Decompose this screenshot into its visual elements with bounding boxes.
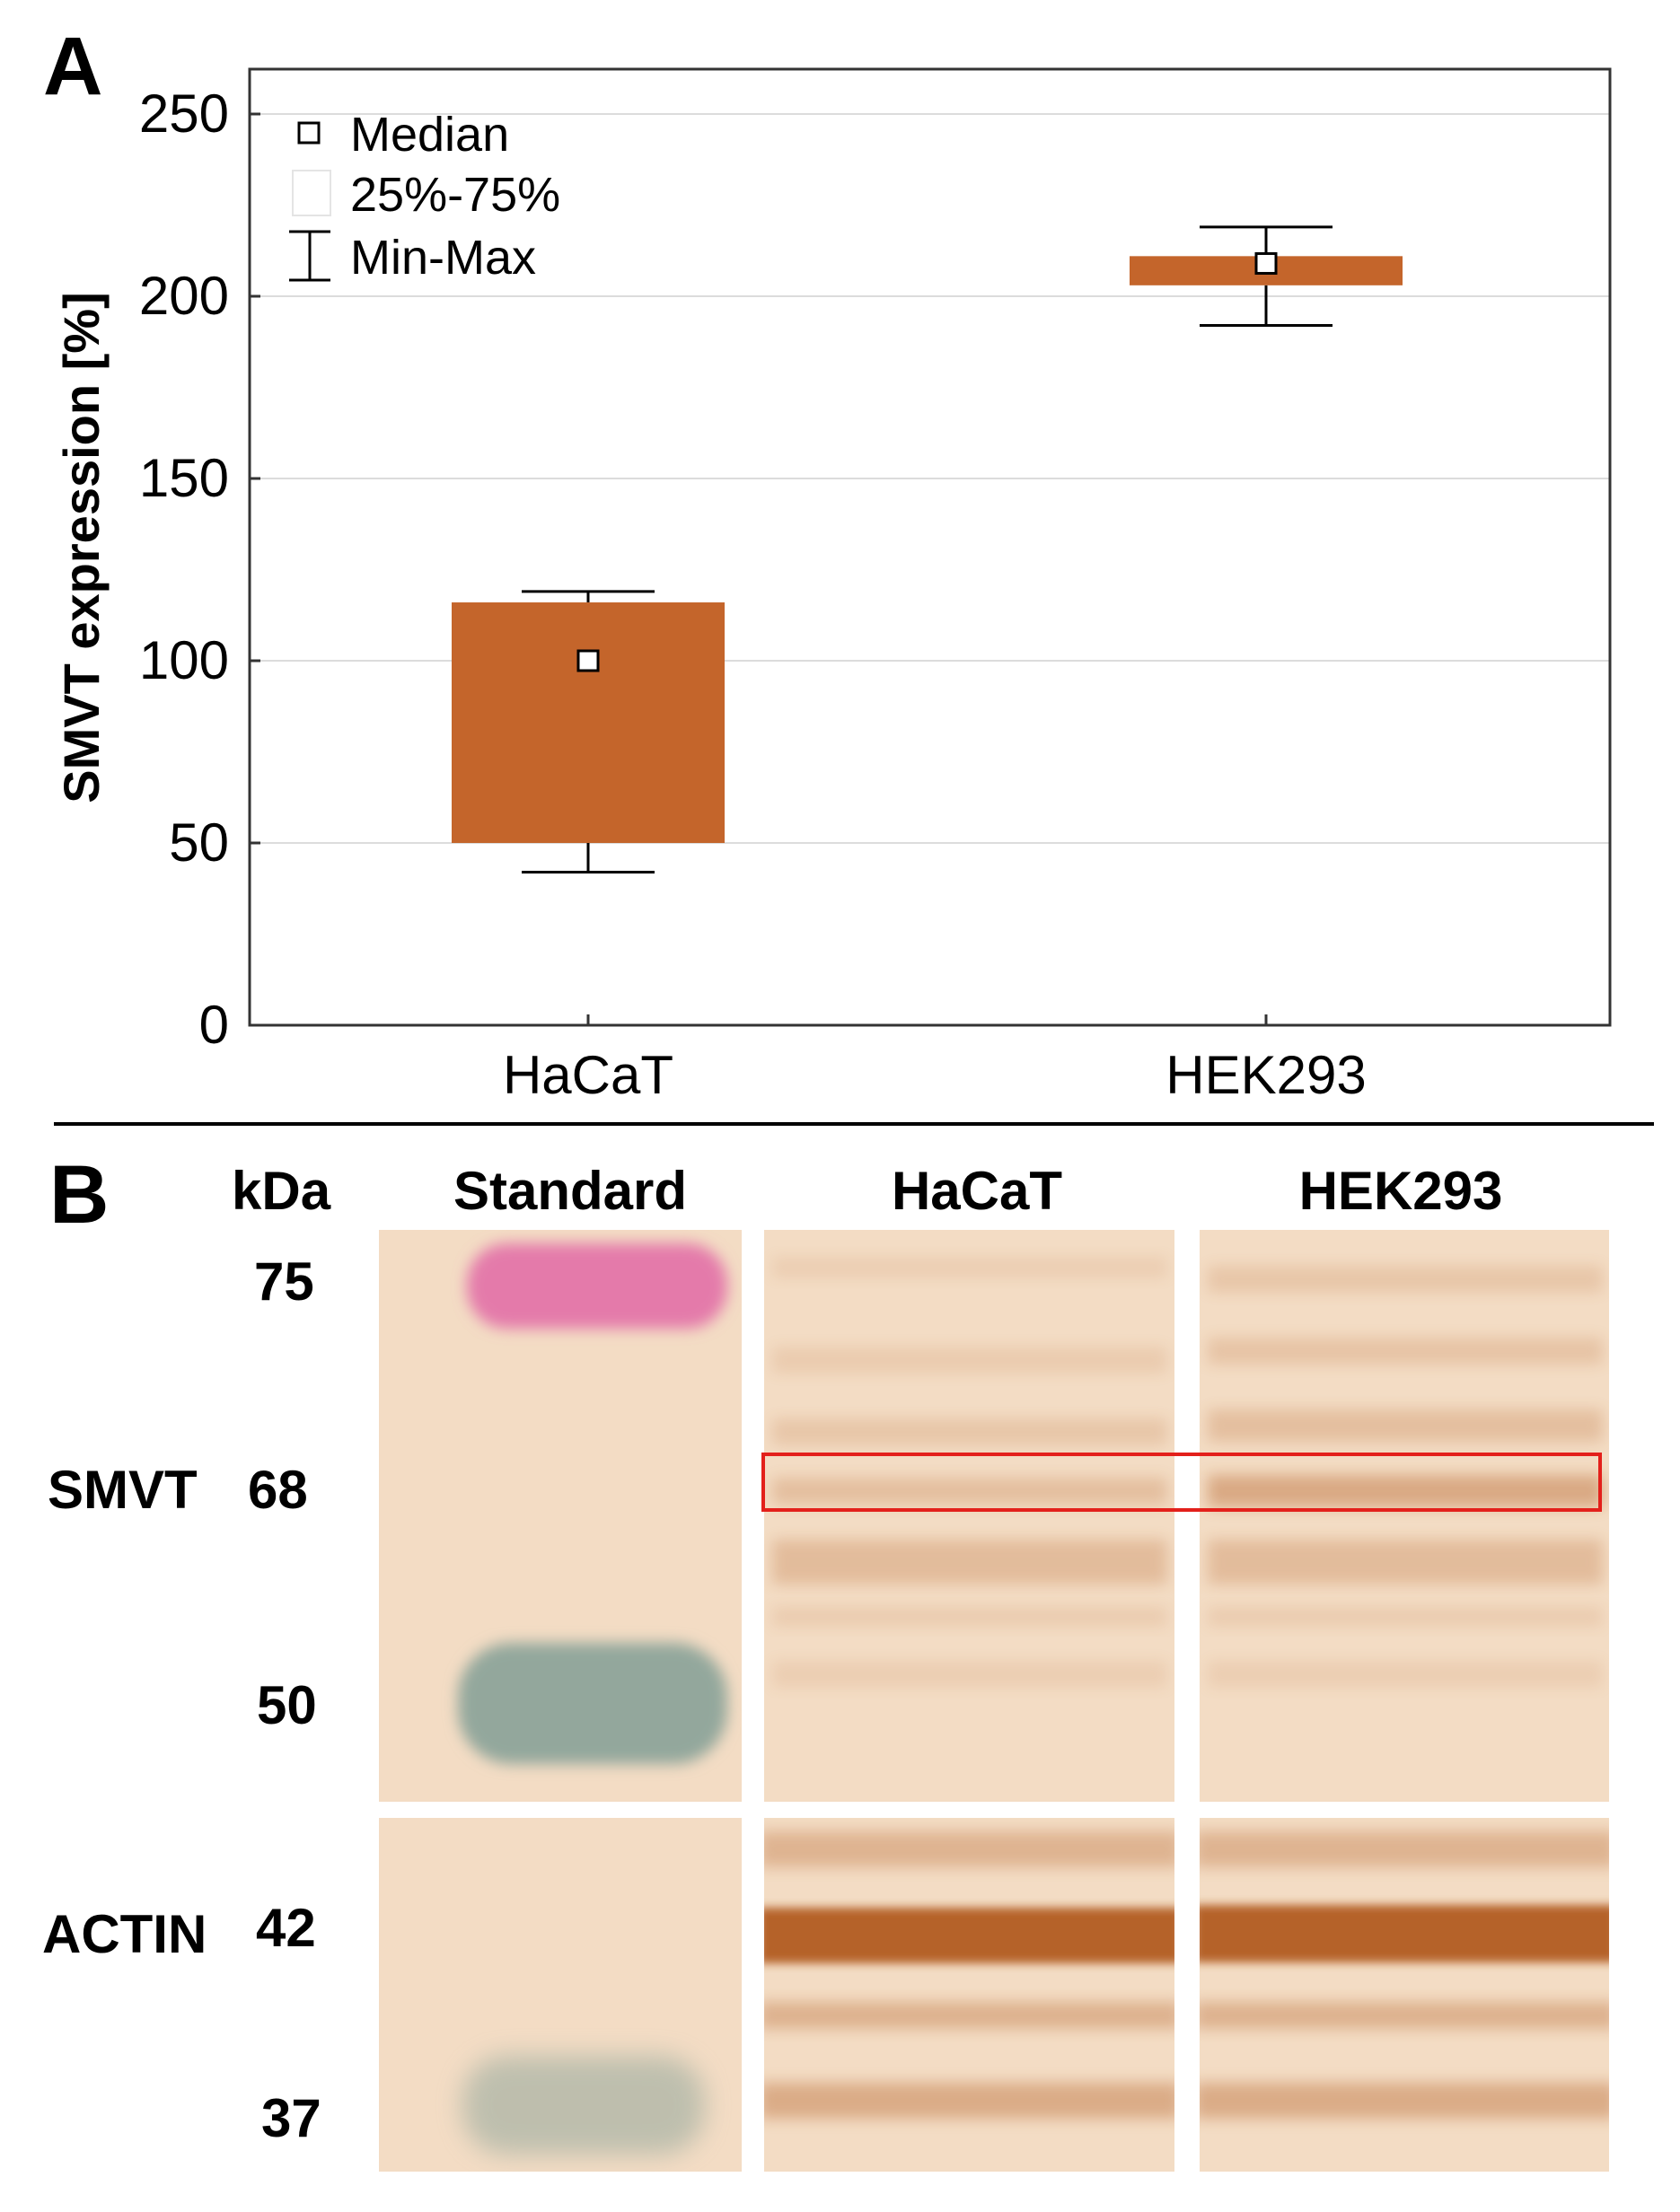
kda-label: kDa	[232, 1161, 331, 1221]
median-marker-hacat	[576, 649, 600, 672]
lane-label-standard: Standard	[453, 1161, 687, 1221]
protein-label-smvt: SMVT	[48, 1460, 198, 1520]
panel-a-letter: A	[43, 21, 102, 112]
blot-hek293-top	[1200, 1230, 1609, 1802]
x-tick-label-hek293: HEK293	[1165, 1045, 1366, 1105]
legend-iqr-label: 25%-75%	[350, 168, 560, 222]
legend-median-label: Median	[350, 108, 509, 162]
boxplot-hacat	[452, 590, 725, 873]
blot-standard-bottom	[379, 1818, 742, 2172]
y-tick-label-50: 50	[169, 812, 229, 873]
x-ticks: HaCaT HEK293	[503, 1014, 1367, 1105]
legend-minmax-swatch	[289, 230, 330, 282]
y-tick-label-100: 100	[139, 630, 229, 690]
legend-iqr-swatch	[292, 170, 331, 216]
lane-label-hek293: HEK293	[1299, 1161, 1503, 1221]
blot-hek293-bottom	[1200, 1818, 1609, 2172]
protein-marker-42: 42	[256, 1898, 316, 1958]
ladder-band-50	[458, 1643, 727, 1764]
ladder-marker-75: 75	[254, 1251, 314, 1312]
blot-standard-top	[379, 1230, 742, 1802]
boxplots	[452, 225, 1403, 873]
actin-band-hek293	[1200, 1905, 1609, 1962]
y-axis-title: SMVT expression [%]	[53, 292, 110, 803]
ladder-band-37	[462, 2056, 705, 2155]
legend-median-swatch	[297, 121, 321, 145]
panel-b-letter: B	[49, 1149, 109, 1241]
ladder-marker-50: 50	[257, 1675, 317, 1735]
y-tick-label-150: 150	[139, 448, 229, 508]
y-tick-label-200: 200	[139, 266, 229, 326]
protein-marker-68: 68	[248, 1460, 308, 1520]
plot-frame	[248, 67, 1612, 1027]
smvt-highlight-box	[761, 1453, 1602, 1512]
blot-hacat-top	[764, 1230, 1174, 1802]
blot-hacat-bottom	[764, 1818, 1174, 2172]
median-marker-hek293	[1254, 251, 1278, 275]
boxplot-hek293	[1130, 225, 1403, 327]
box-iqr-hacat	[452, 602, 725, 843]
y-tick-label-250: 250	[139, 83, 229, 144]
lane-label-hacat: HaCaT	[892, 1161, 1062, 1221]
x-tick-label-hacat: HaCaT	[503, 1045, 673, 1105]
actin-band-hacat	[764, 1908, 1174, 1963]
ladder-band-75	[467, 1243, 727, 1329]
legend-minmax-label: Min-Max	[350, 231, 536, 285]
ladder-marker-37: 37	[261, 2088, 321, 2148]
y-tick-label-0: 0	[199, 995, 229, 1055]
chart-legend: Median 25%-75% Min-Max	[289, 108, 560, 285]
protein-label-actin: ACTIN	[42, 1904, 207, 1964]
y-ticks: 0 50 100 150 200 250	[139, 83, 260, 1055]
